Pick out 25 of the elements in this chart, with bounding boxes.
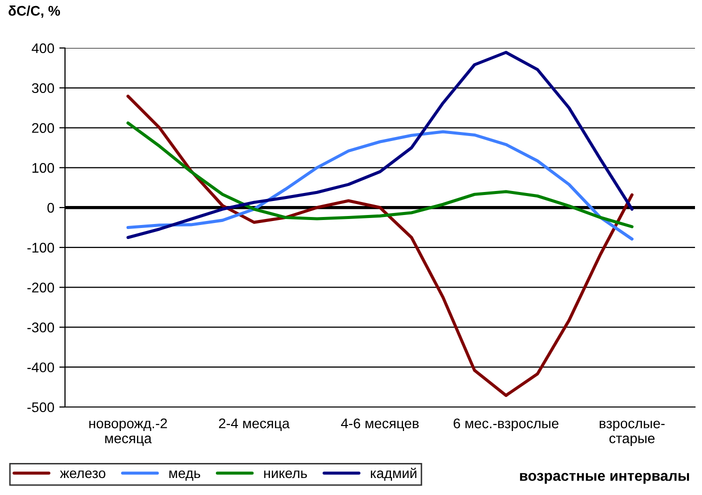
x-tick-label: 6 мес.-взрослые <box>454 418 558 432</box>
y-tick-label: 300 <box>32 83 54 94</box>
x-tick-label: взрослые- старые <box>600 420 665 446</box>
line-series <box>126 94 634 397</box>
y-tick-label: 100 <box>32 163 54 173</box>
y-tick-label: -400 <box>27 362 54 372</box>
line-series <box>126 130 634 241</box>
legend-label: кадмий <box>370 468 416 481</box>
legend-label: железо <box>60 470 106 478</box>
x-tick-label: 2-4 месяца <box>219 418 290 431</box>
y-tick-label: -500 <box>27 402 54 412</box>
y-tick-label: 400 <box>32 43 54 54</box>
y-tick-label: 200 <box>32 123 54 133</box>
legend-label: никель <box>264 470 307 478</box>
y-tick-label: 0 <box>47 202 54 213</box>
line-series <box>126 50 634 239</box>
x-axis-title: возрастные интервалы <box>520 472 689 484</box>
y-axis-title: δC/C, % <box>8 6 60 18</box>
y-tick-label: -300 <box>27 322 54 332</box>
x-tick-label: новорожд.-2 месяца <box>89 418 167 446</box>
legend-label: медь <box>169 470 200 481</box>
y-tick-label: -100 <box>27 242 54 253</box>
x-tick-label: 4-6 месяцев <box>341 418 419 431</box>
y-tick-label: -200 <box>27 282 54 293</box>
line-series <box>126 121 634 228</box>
